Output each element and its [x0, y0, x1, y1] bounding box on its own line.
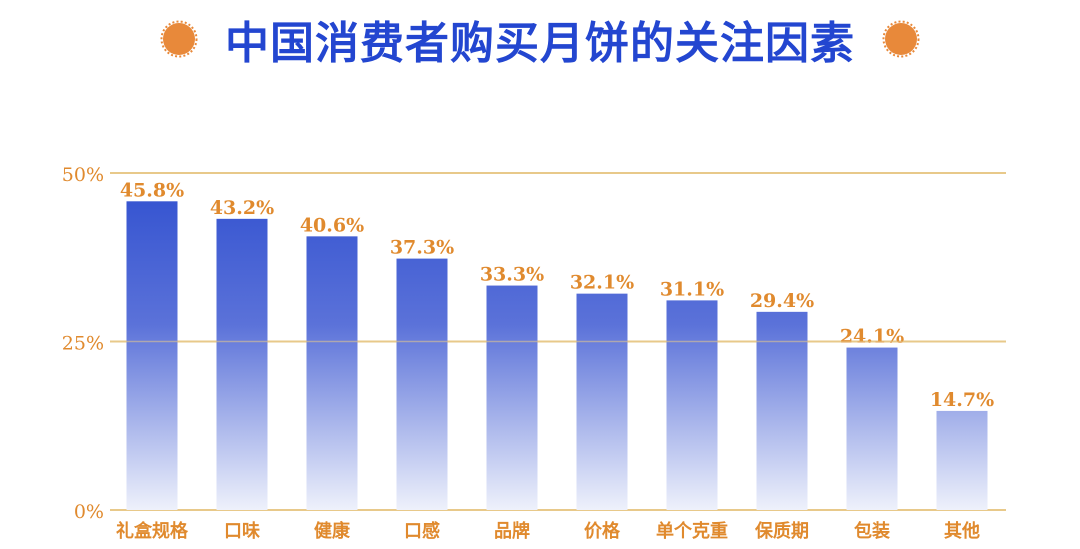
- chart-title: 中国消费者购买月饼的关注因素: [225, 18, 855, 69]
- data-label: 24.1%: [840, 326, 904, 348]
- category-label: 其他: [944, 520, 980, 542]
- bar: [216, 218, 268, 510]
- data-label: 31.1%: [660, 278, 724, 300]
- bar: [666, 300, 718, 510]
- category-label: 健康: [314, 520, 351, 542]
- data-label: 45.8%: [120, 179, 184, 201]
- category-label: 礼盒规格: [116, 520, 189, 542]
- bar: [126, 201, 178, 511]
- data-label: 37.3%: [390, 237, 454, 259]
- y-tick-label: 0%: [74, 501, 104, 523]
- bar: [486, 285, 538, 510]
- bar: [936, 410, 988, 510]
- data-label: 29.4%: [750, 290, 814, 312]
- bar: [576, 293, 628, 510]
- category-label: 保质期: [754, 520, 809, 542]
- data-label: 43.2%: [210, 197, 274, 219]
- decorative-dot-left: [160, 20, 198, 58]
- category-label: 品牌: [494, 520, 530, 542]
- bar: [396, 258, 448, 510]
- bar: [846, 347, 898, 510]
- data-label: 33.3%: [480, 264, 544, 286]
- data-label: 14.7%: [930, 389, 994, 411]
- data-label: 40.6%: [300, 214, 364, 236]
- category-label: 口味: [224, 521, 260, 542]
- title-bar: 中国消费者购买月饼的关注因素: [0, 0, 1080, 78]
- decorative-dot-right: [882, 20, 920, 58]
- category-label: 单个克重: [656, 520, 728, 542]
- y-tick-label: 50%: [62, 164, 104, 186]
- y-tick-label: 25%: [62, 333, 104, 355]
- category-label: 价格: [584, 520, 621, 542]
- bar: [306, 236, 358, 510]
- category-label: 口感: [404, 520, 440, 542]
- bar: [756, 311, 808, 510]
- category-label: 包装: [854, 520, 890, 542]
- data-label: 32.1%: [570, 272, 634, 294]
